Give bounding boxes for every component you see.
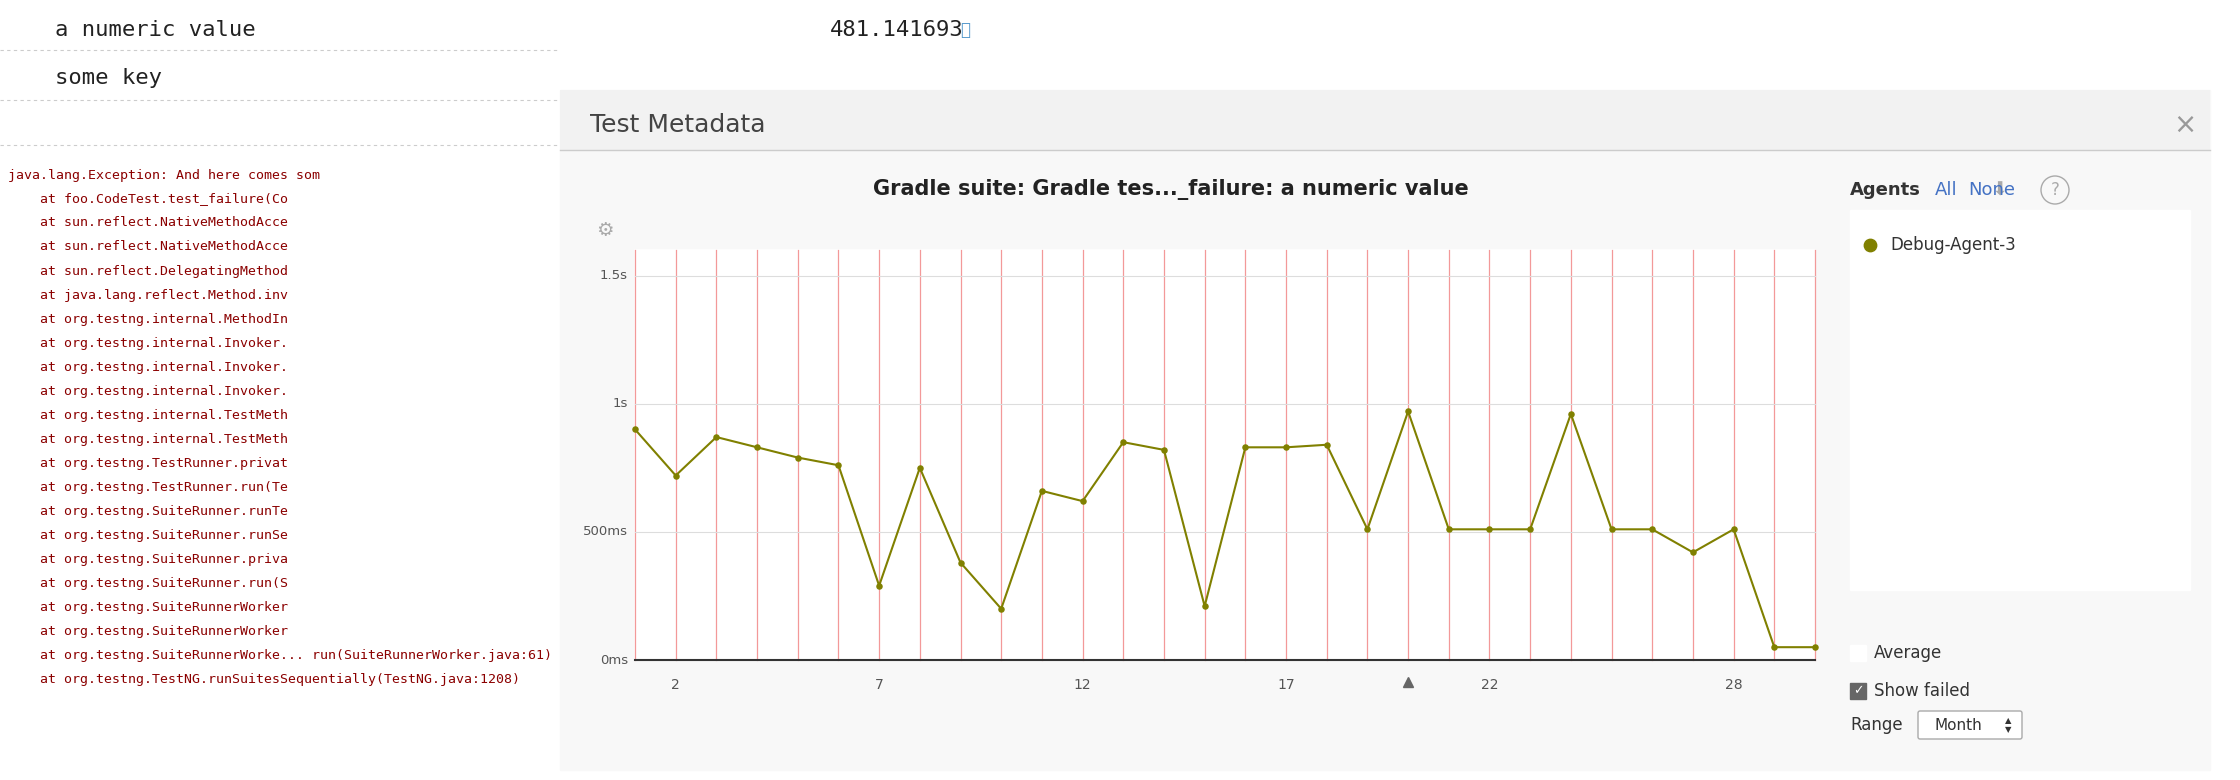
Text: All: All xyxy=(1935,181,1958,199)
Bar xyxy=(560,90,2211,770)
Text: 12: 12 xyxy=(1073,678,1091,692)
Text: 28: 28 xyxy=(1725,678,1743,692)
FancyBboxPatch shape xyxy=(1917,711,2023,739)
Bar xyxy=(560,90,2211,150)
Point xyxy=(820,459,856,471)
Text: at sun.reflect.NativeMethodAcce: at sun.reflect.NativeMethodAcce xyxy=(9,217,289,229)
Text: Debug-Agent-3: Debug-Agent-3 xyxy=(1891,236,2016,254)
Text: Agents: Agents xyxy=(1850,181,1922,199)
Text: at org.testng.TestNG.runSuitesSequentially(TestNG.java:1208): at org.testng.TestNG.runSuitesSequential… xyxy=(9,672,520,686)
Point xyxy=(1268,441,1304,453)
Point xyxy=(1228,441,1263,453)
Text: ▲
▼: ▲ ▼ xyxy=(2005,716,2012,734)
Point xyxy=(1308,438,1344,451)
Point xyxy=(1756,641,1792,654)
Text: at org.testng.internal.TestMeth: at org.testng.internal.TestMeth xyxy=(9,409,289,421)
Point xyxy=(983,602,1019,615)
Text: at org.testng.SuiteRunnerWorker: at org.testng.SuiteRunnerWorker xyxy=(9,625,289,637)
Text: at org.testng.TestRunner.privat: at org.testng.TestRunner.privat xyxy=(9,456,289,470)
Text: 📊: 📊 xyxy=(961,21,970,39)
Text: at org.testng.internal.TestMeth: at org.testng.internal.TestMeth xyxy=(9,432,289,445)
Text: 481.141693: 481.141693 xyxy=(831,20,963,40)
Text: at org.testng.SuiteRunner.run(S: at org.testng.SuiteRunner.run(S xyxy=(9,576,289,590)
Point xyxy=(943,556,979,569)
Bar xyxy=(1850,645,1866,661)
Text: at org.testng.internal.MethodIn: at org.testng.internal.MethodIn xyxy=(9,313,289,325)
Text: ?: ? xyxy=(2050,181,2059,199)
Text: ×: × xyxy=(2173,111,2197,139)
Text: at org.testng.SuiteRunnerWorker: at org.testng.SuiteRunnerWorker xyxy=(9,601,289,614)
Point xyxy=(1187,600,1223,612)
Text: Average: Average xyxy=(1875,644,1942,662)
Point xyxy=(659,470,694,482)
Bar xyxy=(634,250,1814,660)
Text: Show failed: Show failed xyxy=(1875,682,1969,700)
Point xyxy=(1552,408,1588,420)
Text: 22: 22 xyxy=(1481,678,1499,692)
Point xyxy=(1104,436,1140,448)
Text: 1s: 1s xyxy=(612,397,627,410)
Point xyxy=(1472,523,1508,536)
Point xyxy=(780,452,815,464)
Text: at org.testng.SuiteRunner.runSe: at org.testng.SuiteRunner.runSe xyxy=(9,529,289,541)
Point xyxy=(1391,405,1427,417)
Text: at foo.CodeTest.test_failure(Co: at foo.CodeTest.test_failure(Co xyxy=(9,193,289,205)
Text: at java.lang.reflect.Method.inv: at java.lang.reflect.Method.inv xyxy=(9,289,289,302)
Point xyxy=(903,462,939,474)
Text: at org.testng.TestRunner.run(Te: at org.testng.TestRunner.run(Te xyxy=(9,480,289,494)
Point xyxy=(1147,444,1183,456)
Text: at sun.reflect.DelegatingMethod: at sun.reflect.DelegatingMethod xyxy=(9,264,289,278)
Point xyxy=(616,423,652,435)
Point xyxy=(1024,484,1060,497)
Point xyxy=(1676,546,1711,558)
Text: ⚙: ⚙ xyxy=(596,221,614,239)
Point xyxy=(1716,523,1752,536)
Text: at org.testng.SuiteRunnerWorke... run(SuiteRunnerWorker.java:61): at org.testng.SuiteRunnerWorke... run(Su… xyxy=(9,648,551,661)
Point xyxy=(1431,523,1467,536)
Point xyxy=(1852,239,1888,251)
Text: 2: 2 xyxy=(672,678,681,692)
Text: some key: some key xyxy=(56,68,161,88)
Text: None: None xyxy=(1969,181,2016,199)
Text: ⬇: ⬇ xyxy=(1991,180,2009,200)
Text: 500ms: 500ms xyxy=(582,526,627,538)
Text: 17: 17 xyxy=(1277,678,1295,692)
Point xyxy=(1512,523,1548,536)
Point xyxy=(860,580,896,592)
Text: Range: Range xyxy=(1850,716,1902,734)
Text: at org.testng.internal.Invoker.: at org.testng.internal.Invoker. xyxy=(9,385,289,398)
Text: 0ms: 0ms xyxy=(600,654,627,666)
Point xyxy=(1635,523,1671,536)
Text: at sun.reflect.NativeMethodAcce: at sun.reflect.NativeMethodAcce xyxy=(9,240,289,254)
Text: at org.testng.internal.Invoker.: at org.testng.internal.Invoker. xyxy=(9,336,289,349)
Text: 7: 7 xyxy=(876,678,883,692)
Text: Month: Month xyxy=(1933,718,1982,732)
Point xyxy=(1593,523,1628,536)
Point xyxy=(739,441,775,453)
Bar xyxy=(1850,683,1866,699)
Text: ✓: ✓ xyxy=(1852,685,1864,697)
Text: Gradle suite: Gradle tes..._failure: a numeric value: Gradle suite: Gradle tes..._failure: a n… xyxy=(874,179,1469,200)
Point xyxy=(1064,495,1100,507)
Text: at org.testng.internal.Invoker.: at org.testng.internal.Invoker. xyxy=(9,360,289,374)
Point xyxy=(1796,641,1832,654)
Point xyxy=(699,431,735,443)
Text: java.lang.Exception: And here comes som: java.lang.Exception: And here comes som xyxy=(9,168,320,182)
Text: a numeric value: a numeric value xyxy=(56,20,255,40)
Text: 1.5s: 1.5s xyxy=(600,269,627,282)
Bar xyxy=(1850,210,2191,590)
Point xyxy=(1348,523,1384,536)
Text: at org.testng.SuiteRunner.priva: at org.testng.SuiteRunner.priva xyxy=(9,552,289,566)
Text: at org.testng.SuiteRunner.runTe: at org.testng.SuiteRunner.runTe xyxy=(9,505,289,517)
Text: Test Metadata: Test Metadata xyxy=(589,113,766,137)
